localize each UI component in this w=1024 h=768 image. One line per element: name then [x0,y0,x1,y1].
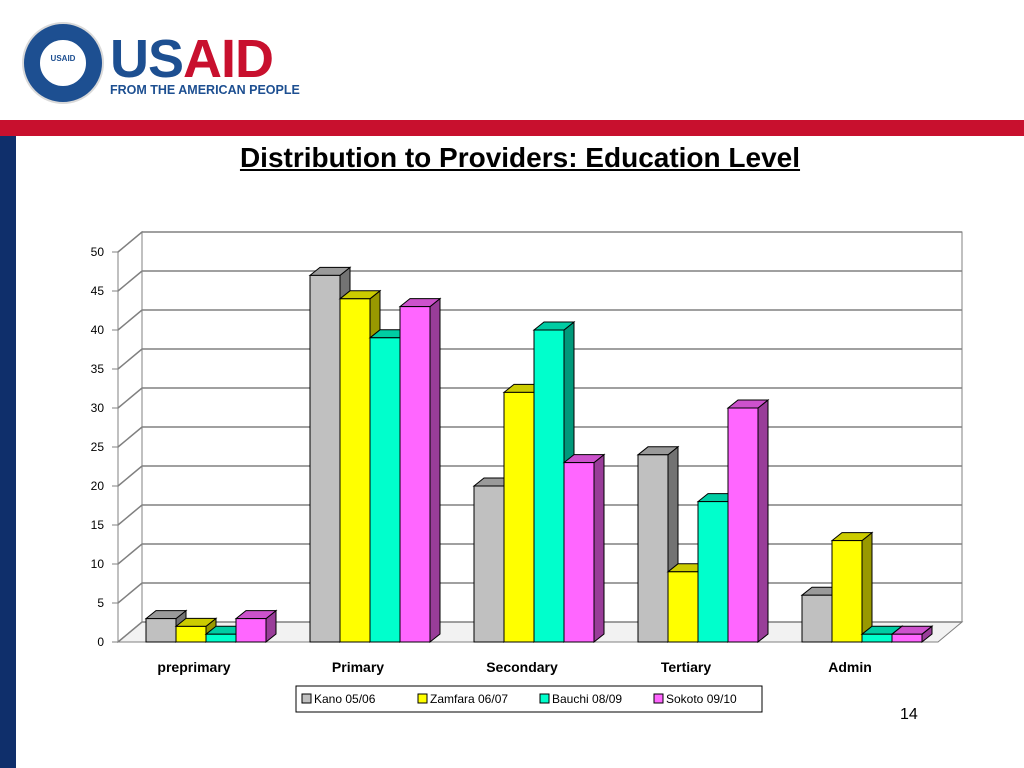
x-category-label: Admin [828,659,872,675]
bar [175,625,207,643]
bar-side [429,297,441,644]
gridline [117,231,962,253]
legend-label: Bauchi 08/09 [552,692,622,706]
bar [831,540,863,643]
brand-tagline: FROM THE AMERICAN PEOPLE [110,83,300,97]
x-category-label: Secondary [486,659,558,675]
gridline [117,426,962,448]
gridline [117,348,962,370]
bar [369,337,401,643]
bar [399,306,431,643]
gridline [117,387,962,409]
header-red-band [0,120,1024,136]
usaid-seal-icon: USAID [22,22,104,104]
legend-label: Kano 05/06 [314,692,376,706]
bar [891,633,923,643]
bar [697,501,729,643]
bar-side [757,398,769,644]
y-tick-label: 45 [91,284,105,298]
bar [563,462,595,643]
legend-swatch [301,693,312,704]
bar [727,407,759,643]
y-tick-label: 20 [91,479,105,493]
bar [339,298,371,643]
y-tick-label: 30 [91,401,105,415]
y-tick-label: 50 [91,245,105,259]
bar [533,329,565,643]
bar [667,571,699,643]
brand-aid: AID [183,29,274,89]
gridline [117,504,962,526]
gridline [117,270,962,292]
gridline [117,543,962,565]
bar [861,633,893,643]
brand-wordmark: USAID [110,29,274,89]
y-tick-label: 0 [97,635,104,649]
bar [235,618,267,643]
legend-swatch [653,693,664,704]
y-tick-label: 5 [97,596,104,610]
legend-box [295,685,763,713]
bar-side [861,531,873,644]
brand-us: US [110,29,184,89]
y-tick-label: 10 [91,557,105,571]
bar [637,454,669,643]
bar [205,633,237,643]
bar-side [593,453,605,644]
seal-text: USAID [50,54,76,63]
page-number: 14 [900,706,918,723]
x-category-label: Primary [332,659,384,675]
bar [309,274,341,643]
legend-swatch [417,693,428,704]
bar [801,594,833,643]
left-accent-bar [0,136,16,768]
gridline [117,465,962,487]
bar [473,485,505,643]
legend-label: Zamfara 06/07 [430,692,508,706]
x-category-label: Tertiary [661,659,712,675]
y-tick-label: 40 [91,323,105,337]
gridline [117,309,962,331]
usaid-logo: USAID USAID FROM THE AMERICAN PEOPLE [20,20,310,110]
slide-title: Distribution to Providers: Education Lev… [239,142,801,173]
legend-label: Sokoto 09/10 [666,692,737,706]
legend-swatch [539,693,550,704]
x-category-label: preprimary [157,659,230,675]
y-tick-label: 25 [91,440,105,454]
bar [503,391,535,643]
y-tick-label: 35 [91,362,105,376]
y-tick-label: 15 [91,518,105,532]
bar [145,618,177,643]
